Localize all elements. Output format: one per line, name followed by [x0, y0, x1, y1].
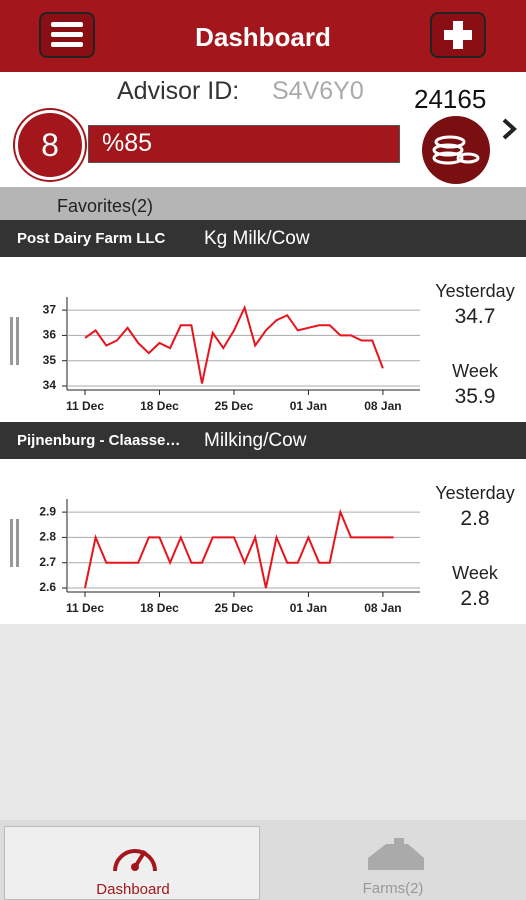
stat-value: 35.9: [454, 385, 496, 408]
level-badge: 8: [15, 110, 85, 180]
menu-icon: [51, 22, 83, 47]
favorites-title: Favorites(2): [57, 196, 154, 216]
tab-farms[interactable]: Farms(2): [264, 826, 522, 900]
y-tick-label: 2.7: [39, 555, 56, 569]
data-line: [84, 304, 384, 384]
metric-name: Milking/Cow: [204, 430, 307, 451]
grip: [10, 317, 13, 365]
line-chart: 34 35 36 37 11 Dec 18 Dec 25 Dec 01 Jan 08 Jan: [43, 297, 420, 413]
progress-label: %85: [102, 129, 153, 157]
stat-label: Week: [452, 361, 498, 381]
x-tick-label: 01 Jan: [290, 601, 327, 615]
x-tick-label: 25 Dec: [215, 601, 254, 615]
add-button[interactable]: [430, 12, 486, 58]
stat-value: 34.7: [454, 305, 496, 328]
points: 24165: [414, 84, 487, 114]
tab-label: Farms(2): [362, 880, 424, 897]
chart-panel: 34 35 36 37 11 Dec 18 Dec 25 Dec 01 Jan 08 Jan Ye…: [0, 257, 526, 422]
favorites-bar: Favorites(2): [0, 187, 526, 220]
line-chart: 2.6 2.7 2.8 2.9 11 Dec 18 Dec 25 Dec 01 Jan 08 J…: [39, 499, 420, 615]
advisor-label: Advisor ID:: [117, 77, 240, 105]
plus-icon: [444, 21, 472, 49]
stat-label: Yesterday: [435, 483, 515, 503]
next-arrow[interactable]: [500, 117, 520, 141]
x-tick-label: 18 Dec: [140, 601, 179, 615]
y-tick-label: 2.9: [39, 504, 56, 518]
tab-dashboard[interactable]: Dashboard: [4, 826, 260, 900]
y-tick-label: 35: [43, 353, 57, 367]
advisor-id: S4V6Y0: [272, 77, 364, 105]
y-tick-label: 36: [43, 328, 57, 342]
grip: [10, 519, 13, 567]
chart-panel: 2.6 2.7 2.8 2.9 11 Dec 18 Dec 25 Dec 01 Jan 08 J…: [0, 459, 526, 624]
progress-bar: [88, 125, 400, 163]
y-tick-label: 2.8: [39, 530, 56, 544]
farm-name: Post Dairy Farm LLC: [17, 230, 166, 247]
y-tick-label: 2.6: [39, 580, 56, 594]
advisor-panel: Advisor ID: S4V6Y0 24165 %85 8: [0, 72, 526, 187]
x-tick-label: 11 Dec: [66, 601, 104, 615]
gauge-icon: [113, 849, 157, 872]
stat-value: 2.8: [460, 587, 490, 610]
y-tick-label: 37: [43, 302, 57, 316]
x-tick-label: 18 Dec: [140, 399, 179, 413]
farm-icon: [368, 838, 424, 870]
stat-label: Yesterday: [435, 281, 515, 301]
stat-label: Week: [452, 563, 498, 583]
x-tick-label: 01 Jan: [290, 399, 327, 413]
farm-name: Pijnenburg - Claasse…: [17, 432, 181, 449]
stat-value: 2.8: [460, 507, 490, 530]
x-tick-label: 08 Jan: [364, 399, 401, 413]
header: Dashboard: [0, 0, 526, 72]
y-tick-label: 34: [43, 378, 57, 392]
coins-button[interactable]: [418, 114, 498, 186]
menu-button[interactable]: [39, 12, 95, 58]
x-tick-label: 25 Dec: [215, 399, 254, 413]
tab-label: Dashboard: [96, 881, 170, 898]
farm-bar: Post Dairy Farm LLC Kg Milk/Cow: [0, 220, 526, 257]
tab-bar: Dashboard Farms(2): [0, 820, 526, 900]
x-tick-label: 08 Jan: [364, 601, 401, 615]
farm-bar: Pijnenburg - Claasse… Milking/Cow: [0, 422, 526, 459]
header-title: Dashboard: [195, 22, 331, 52]
metric-name: Kg Milk/Cow: [204, 228, 310, 249]
x-tick-label: 11 Dec: [66, 399, 104, 413]
data-line: [84, 508, 394, 589]
